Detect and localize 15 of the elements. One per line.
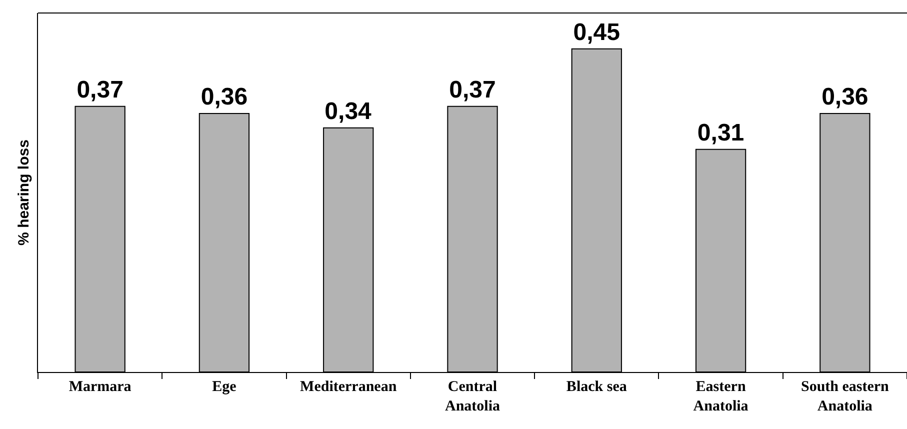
x-tick-label: Eastern Anatolia [693,379,749,414]
x-tick-label: Central Anatolia [444,379,500,414]
x-tick-label: Marmara [68,379,132,395]
data-label: 0,37 [76,76,124,104]
y-axis-title: % hearing loss [15,140,32,246]
data-label: 0,31 [697,119,744,146]
data-label: 0,34 [324,98,372,125]
x-tick-label: Mediterranean [300,379,398,395]
x-tick-label: Black sea [566,379,628,395]
data-label: 0,36 [200,84,248,111]
data-label: 0,37 [449,76,496,104]
x-tick-label: Ege [212,379,237,395]
x-tick-label: South eastern Anatolia [800,379,890,414]
data-label: 0,45 [573,18,620,46]
data-label: 0,36 [822,84,868,111]
